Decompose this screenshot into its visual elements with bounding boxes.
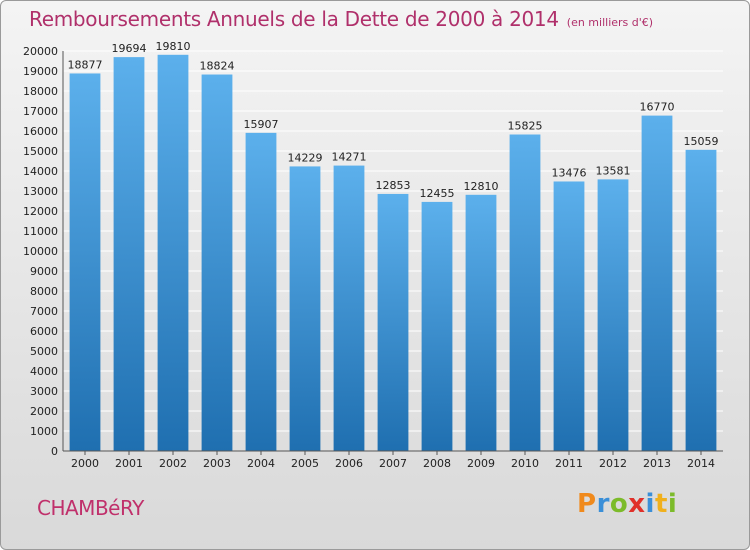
data-label: 15825 [508,120,543,133]
bar-2011 [553,181,585,452]
data-label: 19810 [156,40,191,53]
data-label: 19694 [112,42,147,55]
data-label: 16770 [640,101,675,114]
logo-letter: i [645,489,655,519]
x-tick-label: 2009 [467,457,495,470]
y-tick-label: 4000 [30,365,58,378]
axes [62,51,723,455]
y-tick-label: 7000 [30,305,58,318]
y-tick-label: 18000 [23,85,58,98]
data-label: 14229 [288,151,323,164]
logo-letter: P [577,489,597,519]
data-label: 12810 [464,180,499,193]
y-tick-label: 3000 [30,385,58,398]
bar-2014 [685,149,717,451]
data-label: 15059 [684,135,719,148]
y-tick-label: 0 [51,445,58,458]
y-tick-label: 6000 [30,325,58,338]
logo-letter: o [609,489,629,519]
x-tick-label: 2012 [599,457,627,470]
bar-2002 [157,54,189,452]
x-tick-label: 2011 [555,457,583,470]
x-tick-label: 2014 [687,457,715,470]
logo-letter: r [596,489,610,519]
chart-subtitle: (en milliers d'€) [566,16,654,29]
x-tick-label: 2010 [511,457,539,470]
y-tick-label: 15000 [23,145,58,158]
y-tick-label: 1000 [30,425,58,438]
y-tick-label: 12000 [23,205,58,218]
x-tick-label: 2000 [71,457,99,470]
y-tick-label: 11000 [23,225,58,238]
logo-letter: t [654,489,668,519]
bars [69,54,717,452]
x-tick-labels: 2000 2001 2002 2003 2004 2005 2006 2007 2008 2009… [71,457,715,470]
x-tick-label: 2001 [115,457,143,470]
x-tick-label: 2003 [203,457,231,470]
y-tick-label: 16000 [23,125,58,138]
data-label: 13581 [596,164,631,177]
bar-2000 [69,73,101,452]
logo-letter: i [667,489,678,519]
y-tick-label: 9000 [30,265,58,278]
y-tick-label: 10000 [23,245,58,258]
bar-2001 [113,57,145,452]
bar-2003 [201,74,233,452]
x-tick-label: 2006 [335,457,363,470]
x-tick-label: 2013 [643,457,671,470]
bar-2010 [509,134,541,451]
bar-2012 [597,179,629,451]
bar-2006 [333,165,365,451]
bar-2008 [421,201,453,451]
data-label: 18824 [200,60,235,73]
bar-2007 [377,193,409,451]
y-tick-label: 13000 [23,185,58,198]
bar-2005 [289,166,321,452]
y-tick-label: 14000 [23,165,58,178]
data-label: 12853 [376,179,411,192]
y-tick-label: 20000 [23,45,58,58]
y-tick-label: 2000 [30,405,58,418]
y-tick-labels: 0 1000 2000 3000 4000 5000 6000 7000 8000 9000 100… [23,45,58,458]
x-tick-label: 2007 [379,457,407,470]
bar-2009 [465,194,497,452]
chart-title: Remboursements Annuels de la Dette de 20… [29,7,653,31]
proxiti-logo: Proxiti [577,489,677,523]
y-tick-label: 8000 [30,285,58,298]
y-tick-label: 5000 [30,345,58,358]
x-tick-label: 2005 [291,457,319,470]
data-label: 18877 [68,58,103,71]
bar-2004 [245,132,277,452]
chart-title-text: Remboursements Annuels de la Dette de 20… [29,7,559,31]
y-tick-label: 19000 [23,65,58,78]
logo-letter: x [628,489,646,519]
y-tick-label: 17000 [23,105,58,118]
bar-2013 [641,115,673,451]
data-label: 13476 [552,166,587,179]
data-label: 14271 [332,151,367,164]
data-labels: 18877 19694 19810 18824 15907 14229 14271 12853… [68,40,719,200]
x-tick-label: 2002 [159,457,187,470]
x-tick-label: 2008 [423,457,451,470]
data-label: 12455 [420,187,455,200]
x-tick-label: 2004 [247,457,275,470]
data-label: 15907 [244,118,279,131]
city-name: CHAMBéRY [37,496,144,520]
